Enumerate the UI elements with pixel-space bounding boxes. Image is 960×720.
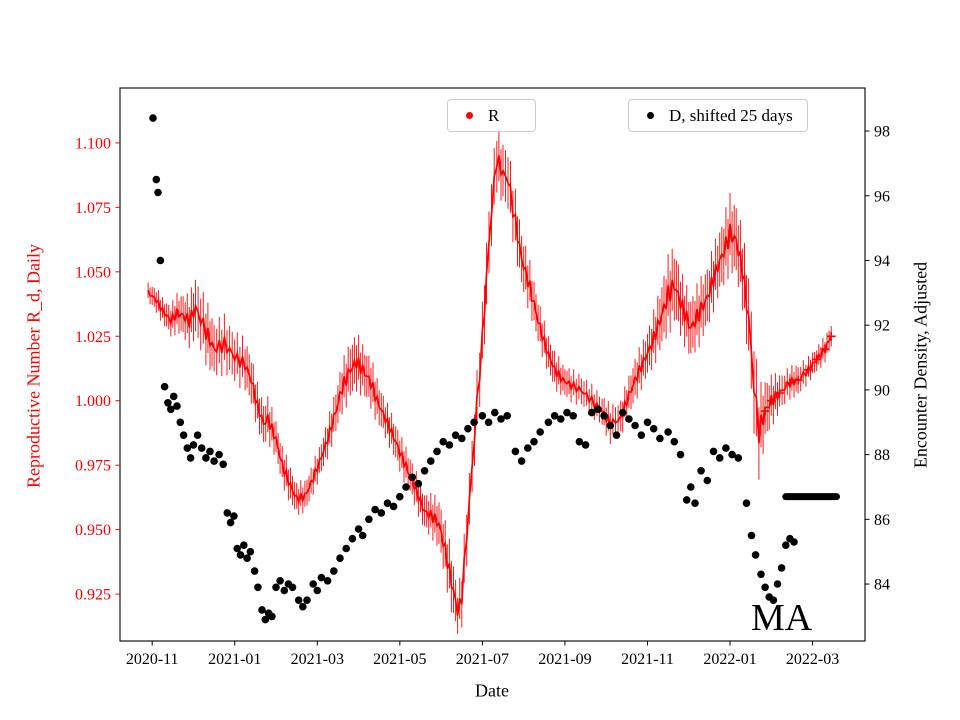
svg-text:94: 94 bbox=[874, 253, 890, 270]
svg-text:1.050: 1.050 bbox=[75, 264, 111, 281]
svg-text:2022-01: 2022-01 bbox=[703, 651, 756, 668]
d-series-legend-label: D, shifted 25 days bbox=[669, 105, 793, 125]
svg-text:2021-01: 2021-01 bbox=[208, 651, 261, 668]
state-annotation: MA bbox=[751, 597, 813, 639]
svg-text:2021-07: 2021-07 bbox=[456, 651, 509, 668]
legend-d: D, shifted 25 days bbox=[628, 99, 808, 132]
svg-text:0.925: 0.925 bbox=[75, 587, 111, 604]
svg-text:0.950: 0.950 bbox=[75, 522, 111, 539]
svg-text:2021-11: 2021-11 bbox=[621, 651, 674, 668]
svg-text:2021-05: 2021-05 bbox=[373, 651, 426, 668]
svg-text:98: 98 bbox=[874, 124, 890, 141]
svg-text:0.975: 0.975 bbox=[75, 458, 111, 475]
svg-text:92: 92 bbox=[874, 318, 890, 335]
svg-text:90: 90 bbox=[874, 382, 890, 399]
svg-text:96: 96 bbox=[874, 188, 890, 205]
y-axis-label-left: Reproductive Number R_d, Daily bbox=[23, 244, 44, 488]
y-axis-label-right: Encounter Density, Adjusted bbox=[910, 261, 931, 469]
svg-text:86: 86 bbox=[874, 512, 890, 529]
svg-text:1.025: 1.025 bbox=[75, 329, 111, 346]
svg-text:2021-03: 2021-03 bbox=[291, 651, 344, 668]
svg-text:88: 88 bbox=[874, 447, 890, 464]
svg-text:2022-03: 2022-03 bbox=[786, 651, 839, 668]
svg-text:1.000: 1.000 bbox=[75, 393, 111, 410]
svg-text:1.100: 1.100 bbox=[75, 135, 111, 152]
r-series-legend-label: R bbox=[488, 105, 500, 125]
svg-text:2020-11: 2020-11 bbox=[126, 651, 179, 668]
svg-text:84: 84 bbox=[874, 577, 890, 594]
legend-r: R bbox=[447, 99, 537, 132]
d-series-marker-icon bbox=[647, 112, 654, 119]
r-series-marker-icon bbox=[466, 112, 473, 119]
svg-text:1.075: 1.075 bbox=[75, 200, 111, 217]
svg-text:2021-09: 2021-09 bbox=[538, 651, 591, 668]
x-axis-label: Date bbox=[475, 680, 509, 701]
